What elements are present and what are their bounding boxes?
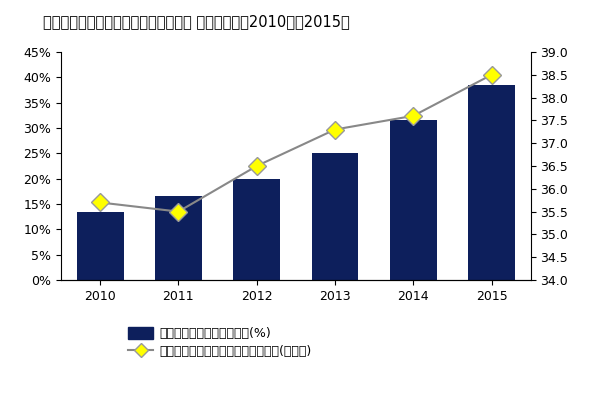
Text: 国内法人向けクライアント仮想化市場 導入率予測、2010年～2015年: 国内法人向けクライアント仮想化市場 導入率予測、2010年～2015年 [43,14,350,29]
Bar [233,179,280,280]
Legend: クライアント仮想化導入率(%), 法人向けクライアント端末累積台数(百万台): クライアント仮想化導入率(%), 法人向けクライアント端末累積台数(百万台) [128,327,312,358]
Bar [77,212,124,280]
Bar [155,196,202,280]
Bar [312,153,359,280]
Bar [390,120,437,280]
Bar [468,85,515,280]
